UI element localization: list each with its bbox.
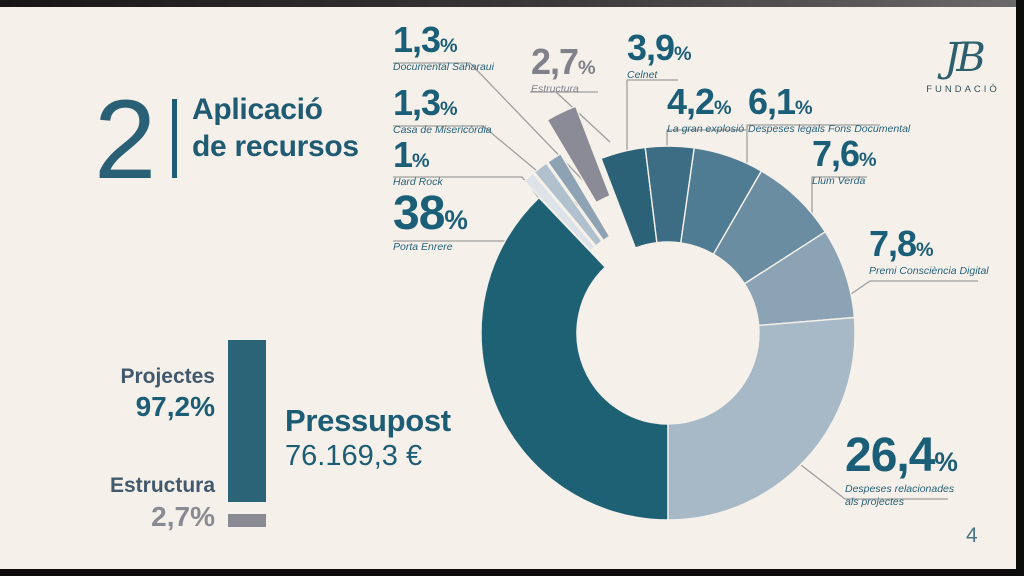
callout-celnet: 3,9% Celnet bbox=[627, 30, 692, 82]
percent-sign: % bbox=[714, 97, 732, 119]
callout-name: Premi Consciència Digital bbox=[869, 265, 989, 277]
callout-premi-consciencia-digital: 7,8% Premi Consciència Digital bbox=[869, 226, 989, 278]
percent-sign: % bbox=[934, 447, 958, 477]
slice-estructura bbox=[546, 105, 612, 204]
callout-name: Casa de Misericòrdia bbox=[393, 124, 492, 136]
percent-sign: % bbox=[444, 205, 468, 235]
page-title-line2: de recursos bbox=[192, 129, 359, 163]
page-title: Aplicació de recursos bbox=[192, 92, 359, 165]
callout-pct: 7,8 bbox=[869, 223, 917, 264]
callout-pct: 7,6 bbox=[812, 133, 860, 174]
callout-pct: 4,2 bbox=[667, 81, 715, 122]
callout-pct: 2,7 bbox=[531, 41, 579, 82]
percent-sign: % bbox=[795, 97, 813, 119]
budget-label: Pressupost bbox=[285, 403, 451, 438]
slice-despeses-relacionades-als-projectes bbox=[667, 316, 856, 521]
callout-name: La gran explosió bbox=[667, 123, 745, 135]
slice-documental-saharaui bbox=[546, 152, 611, 242]
callout-pct: 6,1 bbox=[748, 81, 796, 122]
legend-bar-estructura bbox=[228, 514, 266, 527]
donut-slices bbox=[480, 105, 856, 521]
callout-la-gran-explosio: 4,2% La gran explosió bbox=[667, 84, 744, 136]
legend-projectes-pct: 97,2% bbox=[135, 391, 215, 422]
callout-porta-enrere: 38% Porta Enrere bbox=[393, 190, 468, 254]
callout-pct: 1,3 bbox=[393, 19, 441, 60]
callout-pct: 1 bbox=[393, 134, 413, 175]
slice-porta-enrere bbox=[480, 196, 669, 521]
callout-name: Llum Verda bbox=[812, 175, 866, 187]
callout-name: Documental Saharaui bbox=[393, 61, 494, 73]
callout-pct: 1,3 bbox=[393, 82, 441, 123]
slice-casa-de-miseric-rdia bbox=[533, 162, 603, 247]
callout-pct: 3,9 bbox=[627, 27, 675, 68]
callout-name: Porta Enrere bbox=[393, 241, 453, 253]
callout-name: Hard Rock bbox=[393, 176, 443, 188]
legend-projectes-label: Projectes bbox=[120, 365, 215, 388]
letterbox-top bbox=[0, 0, 1024, 7]
legend-estructura-pct: 2,7% bbox=[151, 501, 215, 532]
legend-estructura-label: Estructura bbox=[109, 474, 215, 497]
callout-documental-saharaui: 1,3% Documental Saharaui bbox=[393, 22, 494, 74]
logo-org-name: FUNDACIÓ bbox=[926, 84, 1000, 95]
callout-despeses-relacionades: 26,4% Despeses relacionades als projecte… bbox=[845, 432, 963, 509]
letterbox-right bbox=[1016, 0, 1024, 576]
callout-name: Despeses legals Fons Documental bbox=[748, 123, 911, 135]
section-number: 2 bbox=[94, 77, 156, 202]
budget-value: 76.169,3 € bbox=[285, 440, 423, 473]
page-title-line1: Aplicació bbox=[192, 93, 323, 126]
callout-name: Celnet bbox=[627, 69, 658, 81]
callout-pct: 38 bbox=[393, 187, 445, 240]
title-divider bbox=[172, 99, 177, 178]
budget-total: Pressupost 76.169,3 € bbox=[285, 402, 451, 474]
callout-name: Despeses relacionades als projectes bbox=[845, 483, 955, 509]
percent-sign: % bbox=[859, 149, 877, 171]
callout-pct: 26,4 bbox=[845, 429, 935, 482]
foundation-logo: JB FUNDACIÓ bbox=[918, 34, 1008, 95]
callout-estructura: 2,7% Estructura bbox=[531, 44, 596, 96]
percent-sign: % bbox=[440, 35, 458, 57]
letterbox-bottom bbox=[0, 569, 1024, 576]
percent-sign: % bbox=[440, 98, 458, 120]
percent-sign: % bbox=[916, 239, 934, 261]
percent-sign: % bbox=[412, 150, 430, 172]
callout-hard-rock: 1% Hard Rock bbox=[393, 137, 443, 189]
callout-despeses-legals: 6,1% Despeses legals Fons Documental bbox=[748, 84, 910, 136]
percent-sign: % bbox=[674, 43, 692, 65]
page-number: 4 bbox=[966, 524, 978, 547]
percent-sign: % bbox=[578, 57, 596, 79]
legend-bar-projectes bbox=[228, 340, 266, 502]
callout-casa-de-misericordia: 1,3% Casa de Misericòrdia bbox=[393, 85, 492, 137]
callout-name: Estructura bbox=[531, 83, 579, 95]
slice-hard-rock bbox=[523, 172, 596, 252]
callout-llum-verda: 7,6% Llum Verda bbox=[812, 136, 877, 188]
logo-monogram-icon: JB bbox=[944, 35, 985, 81]
